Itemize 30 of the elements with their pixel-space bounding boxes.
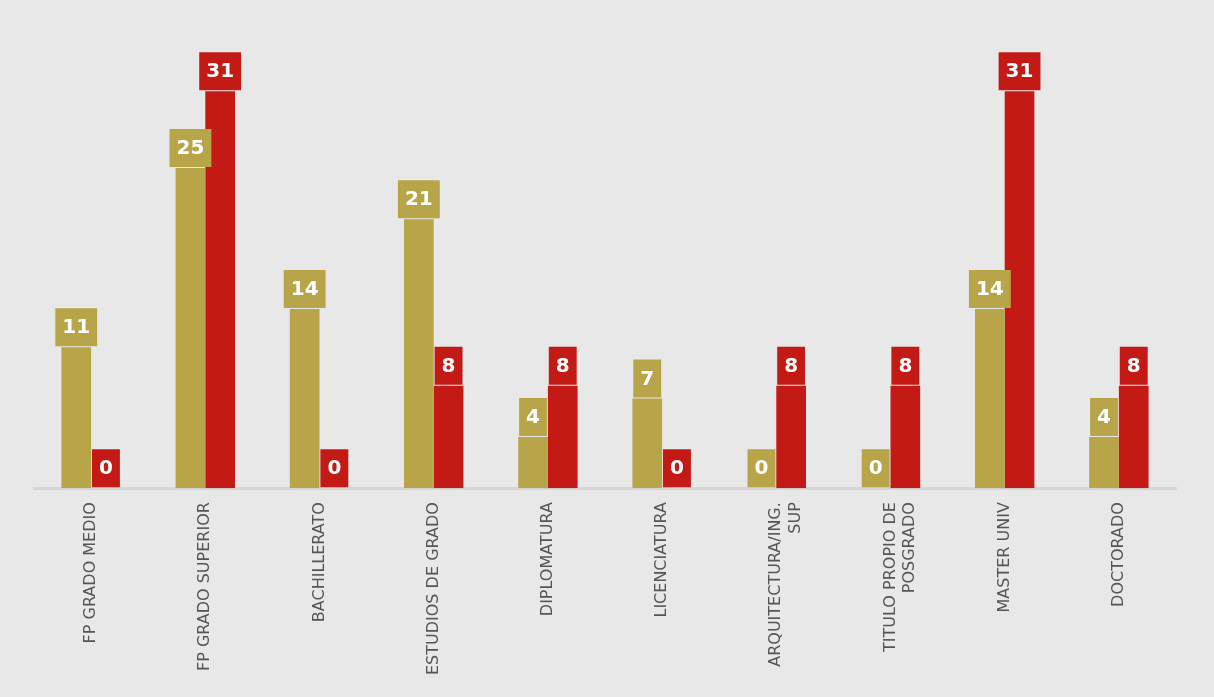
x-tick-label: MASTER UNIV <box>993 502 1013 613</box>
data-label: 0 <box>754 455 769 480</box>
data-label: 8 <box>555 352 570 377</box>
data-label: 31 <box>206 58 235 83</box>
x-tick-label: TITULO PROPIO DE POSGRADO <box>879 502 918 653</box>
x-tick-label: BACHILLERATO <box>308 502 328 623</box>
data-label: 0 <box>327 455 342 480</box>
data-label: 31 <box>1005 58 1034 83</box>
x-tick-label: LICENCIATURA <box>651 502 671 618</box>
data-label: 8 <box>1126 352 1141 377</box>
data-label: 4 <box>1097 404 1112 429</box>
data-label: 4 <box>526 404 541 429</box>
x-tick-label: FP GRADO MEDIO <box>80 502 100 644</box>
data-label: 0 <box>669 455 684 480</box>
x-tick-label: ESTUDIOS DE GRADO <box>422 502 442 676</box>
data-label: 0 <box>868 455 883 480</box>
data-label: 14 <box>975 276 1004 301</box>
data-label: 7 <box>640 365 655 390</box>
x-tick-label: ARQUITECTURA/ING. SUP <box>765 501 804 667</box>
data-label: 8 <box>441 352 456 377</box>
data-label: 8 <box>784 352 799 377</box>
data-label: 14 <box>290 276 319 301</box>
data-label: 25 <box>176 135 205 160</box>
data-label: 0 <box>98 455 113 480</box>
data-label: 21 <box>404 186 433 211</box>
data-label: 11 <box>62 314 91 339</box>
x-tick-label: DIPLOMATURA <box>537 502 557 617</box>
x-tick-label: DOCTORADO <box>1108 502 1128 607</box>
x-tick-label: FP GRADO SUPERIOR <box>194 502 214 672</box>
data-label: 8 <box>898 352 913 377</box>
